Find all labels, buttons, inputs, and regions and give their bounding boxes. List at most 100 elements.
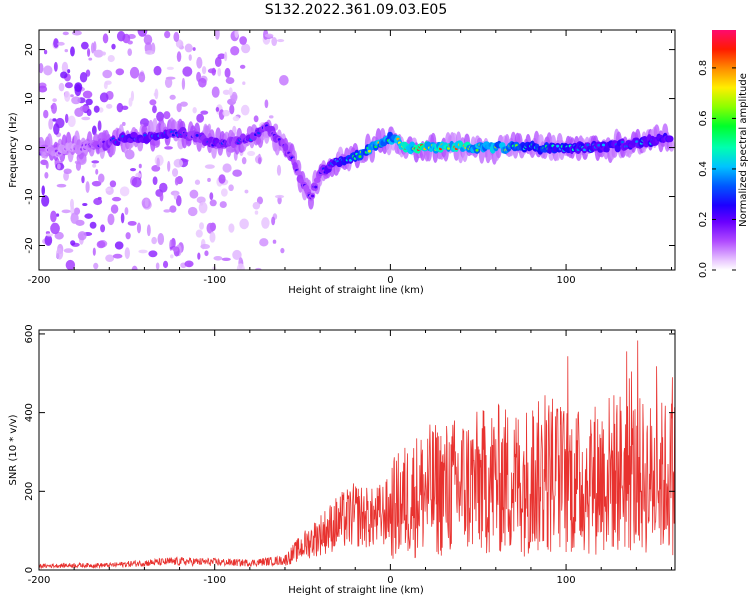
spectrogram-noise-blob [124,149,135,160]
spectrogram-noise-blob [92,247,96,256]
spectrogram-noise-blob [136,222,142,234]
spectrogram-noise-blob [138,71,146,83]
spectrogram-noise-blob [214,56,222,68]
spectrogram-noise-blob [239,64,246,69]
spectrogram-noise-blob [200,110,209,115]
spectrogram-noise-blob [254,210,259,215]
spectrogram-noise-blob [93,197,103,206]
spectrogram-noise-blob [156,157,160,168]
snr-frame [38,329,676,571]
spectrogram-noise-blob [50,222,60,235]
spectrogram-noise-blob [264,99,269,109]
snr-xtick-label: 100 [557,575,576,586]
spectrogram-noise-blob [91,125,97,136]
spectrogram-noise-blob [182,66,193,77]
spectrogram-ridge-mark [666,135,674,143]
colorbar-tick-label: 0.2 [698,212,709,228]
spectrogram-noise-blob [43,49,48,55]
spectrogram-noise-blob [127,220,137,226]
spectrogram-noise-blob [50,210,57,223]
colorbar-label: Normalized spectral amplitude [738,73,749,227]
snr-xlabel: Height of straight line (km) [288,585,424,596]
spectrogram-noise-blob [149,99,157,106]
snr-ytick-label: 200 [24,482,35,501]
spectrogram-noise-blob [41,195,50,207]
spectrogram-noise-blob [93,262,99,270]
spectrogram-ridge-peak [635,140,639,144]
spectrogram-noise-blob [171,168,179,177]
spectrogram-noise-blob [280,247,285,254]
spectrogram-noise-blob [236,263,245,270]
spectrogram-ridge-mark [336,161,343,168]
spectrogram-noise-blob [128,97,133,107]
spectrogram-xlabel: Height of straight line (km) [288,285,424,296]
spectrogram-noise-blob [261,217,270,229]
spectrogram-noise-blob [189,189,199,199]
spectrogram-noise-blob [209,192,214,201]
spectrogram-noise-blob [48,118,54,130]
spectrogram-xtick-label: 100 [557,275,576,286]
spectrogram-noise-blob [184,43,193,53]
spectrogram-noise-blob [95,168,99,175]
spectrogram-noise-blob [169,94,176,100]
spectrogram-noise-blob [207,177,211,183]
spectrogram-noise-blob [173,192,178,200]
spectrogram-noise-blob [219,201,227,208]
spectrogram-noise-blob [148,250,158,258]
spectrogram-noise-blob [125,232,131,240]
spectrogram-ridge-peak [601,143,606,147]
spectrogram-noise-blob [179,101,188,107]
spectrogram-noise-blob [57,41,65,46]
spectrogram-noise-blob [52,98,57,103]
spectrogram-noise-blob [124,207,129,215]
spectrogram-noise-blob [220,188,228,197]
spectrogram-noise-blob [53,38,59,49]
spectrogram-noise-blob [164,77,173,89]
spectrogram-noise-blob [197,252,201,260]
spectrogram-noise-blob [154,88,159,100]
spectrogram-noise-blob [44,234,53,246]
spectrogram-noise-blob [96,240,106,249]
spectrogram-noise-blob [151,236,158,245]
spectrogram-noise-blob [176,103,182,113]
spectrogram-ytick-label: 20 [24,43,35,56]
colorbar-tick-label: 0.8 [698,60,709,76]
spectrogram-ytick-label: 0 [24,144,35,150]
spectrogram-noise-blob [211,67,216,76]
spectrogram-noise-blob [198,201,208,214]
spectrogram-noise-blob [164,30,171,39]
spectrogram-noise-blob [196,113,205,123]
spectrogram-noise-blob [222,163,232,173]
spectrogram-noise-blob [97,173,105,183]
spectrogram-noise-blob [159,182,168,193]
spectrogram-noise-blob [82,202,88,207]
spectrogram-noise-blob [43,109,49,119]
spectrogram-xtick-label: 0 [387,275,393,286]
spectrogram-noise-blob [61,209,71,214]
spectrogram-noise-blob [72,30,82,36]
spectrogram-noise-blob [57,163,61,170]
spectrogram-noise-blob [115,68,125,76]
spectrogram-noise-blob [239,218,249,230]
spectrogram-noise-blob [51,102,57,114]
figure-title: S132.2022.361.09.03.E05 [265,2,448,18]
spectrogram-noise-blob [221,257,231,261]
spectrogram-noise-blob [106,103,113,109]
snr-ytick-label: 600 [24,324,35,343]
spectrogram-noise-blob [225,77,235,84]
spectrogram-noise-blob [105,254,115,263]
spectrogram-noise-blob [276,39,285,43]
spectrogram-noise-blob [199,222,204,230]
spectrogram-noise-blob [194,179,201,185]
spectrogram-noise-blob [81,116,91,121]
spectrogram-noise-blob [60,71,68,79]
snr-xtick-label: -100 [203,575,226,586]
spectrogram-noise-blob [157,233,165,246]
spectrogram-noise-blob [54,231,64,240]
spectrogram-noise-blob [155,262,160,270]
spectrogram-noise-blob [232,169,243,177]
spectrogram-noise-blob [231,91,238,103]
spectrogram-ridge-peak [310,194,315,198]
spectrogram-ridge-mark [295,170,302,176]
